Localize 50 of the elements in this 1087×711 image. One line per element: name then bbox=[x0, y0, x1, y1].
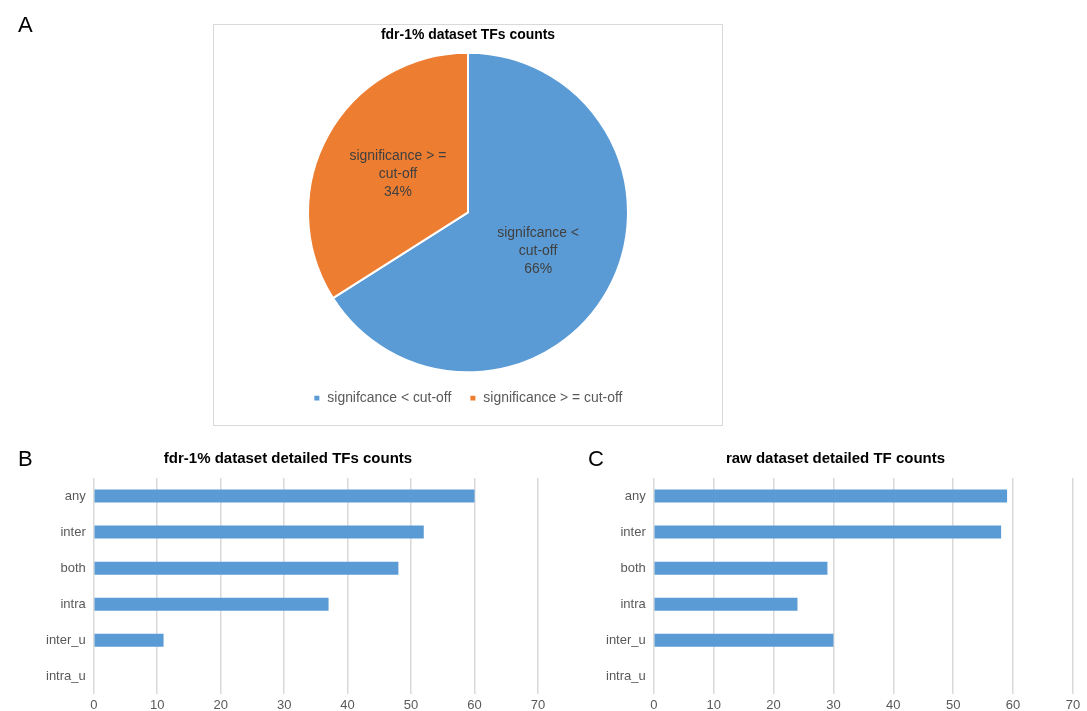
data-label: 34% bbox=[383, 182, 412, 199]
x-tick-label: 40 bbox=[340, 696, 355, 711]
y-tick-label: intra bbox=[60, 595, 87, 611]
text: B bbox=[18, 446, 33, 472]
y-tick-label: intra_u bbox=[606, 667, 646, 683]
y-tick-label: inter bbox=[620, 523, 647, 539]
x-tick-label: 20 bbox=[213, 696, 228, 711]
bar bbox=[94, 633, 164, 647]
x-tick-label: 50 bbox=[403, 696, 419, 711]
text: C bbox=[588, 446, 604, 472]
x-tick-label: 0 bbox=[90, 696, 98, 711]
chart-title: raw dataset detailed TF counts bbox=[725, 449, 946, 467]
y-tick-label: intra_u bbox=[46, 667, 86, 683]
legend-label: significance > = cut-off bbox=[483, 388, 623, 405]
bar bbox=[654, 561, 828, 575]
y-tick-label: any bbox=[624, 487, 647, 503]
x-tick-label: 30 bbox=[276, 696, 292, 711]
y-tick-label: both bbox=[620, 559, 646, 575]
bar bbox=[654, 525, 1002, 539]
y-tick-label: inter_u bbox=[606, 631, 646, 647]
chart-title: fdr-1% dataset detailed TFs counts bbox=[163, 449, 413, 467]
x-tick-label: 10 bbox=[706, 696, 721, 711]
x-tick-label: 10 bbox=[149, 696, 165, 711]
x-tick-label: 20 bbox=[766, 696, 781, 711]
x-tick-label: 60 bbox=[467, 696, 482, 711]
y-tick-label: both bbox=[60, 559, 86, 575]
x-tick-label: 60 bbox=[1005, 696, 1021, 711]
x-tick-label: 70 bbox=[1065, 696, 1081, 711]
y-tick-label: inter bbox=[60, 523, 87, 539]
legend-label: signifcance < cut-off bbox=[327, 388, 452, 405]
bar bbox=[654, 489, 1008, 503]
bar bbox=[654, 597, 798, 611]
x-tick-label: 50 bbox=[945, 696, 961, 711]
data-label: 66% bbox=[524, 259, 553, 276]
bar bbox=[94, 561, 399, 575]
chart-title: fdr-1% dataset TFs counts bbox=[380, 26, 556, 43]
text: A bbox=[18, 12, 33, 38]
x-tick-label: 40 bbox=[886, 696, 901, 711]
bar bbox=[94, 525, 424, 539]
slice-label: signifcance < cut-off bbox=[497, 223, 579, 258]
bar bbox=[94, 489, 475, 503]
x-tick-label: 0 bbox=[650, 696, 658, 711]
bar bbox=[654, 633, 834, 647]
x-tick-label: 30 bbox=[826, 696, 841, 711]
y-tick-label: intra bbox=[620, 595, 647, 611]
y-tick-label: any bbox=[64, 487, 87, 503]
x-tick-label: 70 bbox=[530, 696, 546, 711]
bar bbox=[94, 597, 329, 611]
slice-label: significance > = cut-off bbox=[349, 146, 447, 181]
y-tick-label: inter_u bbox=[46, 631, 86, 647]
